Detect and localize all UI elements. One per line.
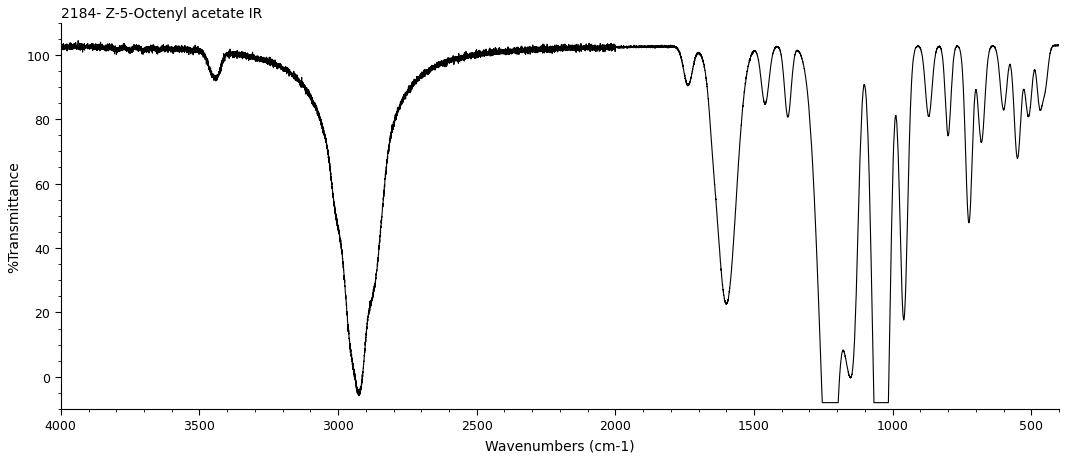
- X-axis label: Wavenumbers (cm-1): Wavenumbers (cm-1): [485, 438, 634, 452]
- Y-axis label: %Transmittance: %Transmittance: [7, 161, 21, 272]
- Text: 2184- Z-5-Octenyl acetate IR: 2184- Z-5-Octenyl acetate IR: [61, 7, 262, 21]
